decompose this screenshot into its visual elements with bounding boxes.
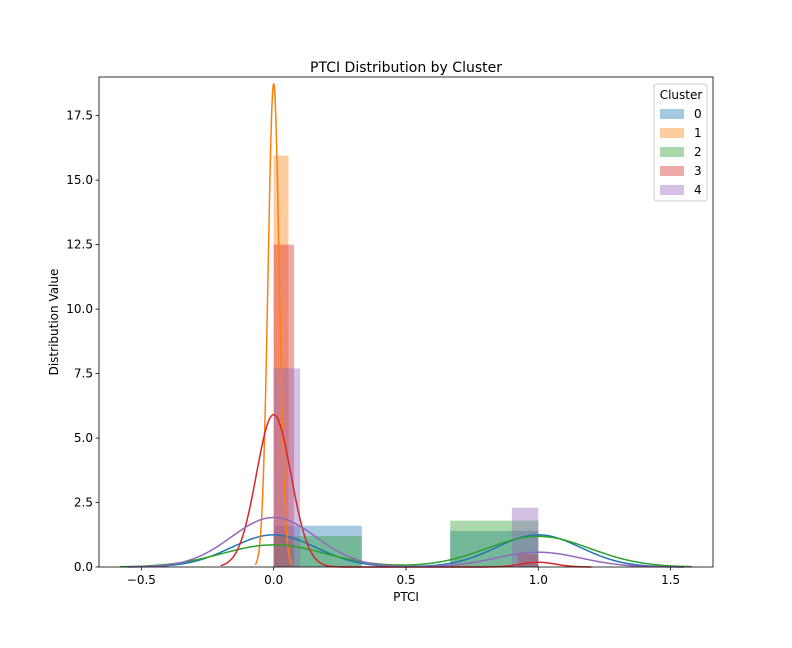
y-axis: 0.0 2.5 5.0 7.5 10.0 12.5 15.0 17.5 [66, 109, 99, 574]
legend-items: 0 1 2 3 4 [660, 107, 702, 197]
legend-title: Cluster [660, 88, 703, 102]
kde-line-series-4 [128, 516, 684, 568]
legend-box [653, 83, 708, 202]
kde-line-series-1 [254, 83, 293, 566]
x-tick-label: 0.5 [396, 573, 415, 587]
legend-label-0: 0 [694, 107, 702, 121]
legend-label-4: 4 [694, 183, 702, 197]
kde-line-series-2 [120, 535, 692, 568]
bar-series-3-0 [273, 244, 295, 567]
x-tick-label: 0.0 [264, 573, 283, 587]
chart-title: PTCI Distribution by Cluster [310, 60, 502, 76]
y-tick-label: 17.5 [66, 109, 93, 123]
legend: Cluster 0 1 2 3 4 [653, 83, 708, 202]
x-axis: −0.5 0.0 0.5 1.0 1.5 [127, 567, 680, 587]
y-tick-label: 12.5 [66, 238, 93, 252]
x-tick-label: 1.5 [661, 573, 680, 587]
legend-swatch-3 [660, 166, 684, 176]
legend-swatch-2 [660, 147, 684, 157]
legend-swatch-4 [660, 185, 684, 195]
y-axis-label: Distribution Value [47, 269, 61, 376]
x-tick-label: −0.5 [127, 573, 156, 587]
y-tick-label: 15.0 [66, 173, 93, 187]
y-tick-label: 5.0 [74, 431, 93, 445]
legend-swatch-1 [660, 128, 684, 138]
x-tick-label: 1.0 [529, 573, 548, 587]
y-tick-label: 2.5 [74, 496, 93, 510]
y-tick-label: 10.0 [66, 302, 93, 316]
x-axis-label: PTCI [393, 590, 419, 604]
legend-label-2: 2 [694, 145, 702, 159]
legend-swatch-0 [660, 109, 684, 119]
legend-label-1: 1 [694, 126, 702, 140]
y-tick-label: 7.5 [74, 367, 93, 381]
y-tick-label: 0.0 [74, 560, 93, 574]
legend-label-3: 3 [694, 164, 702, 178]
